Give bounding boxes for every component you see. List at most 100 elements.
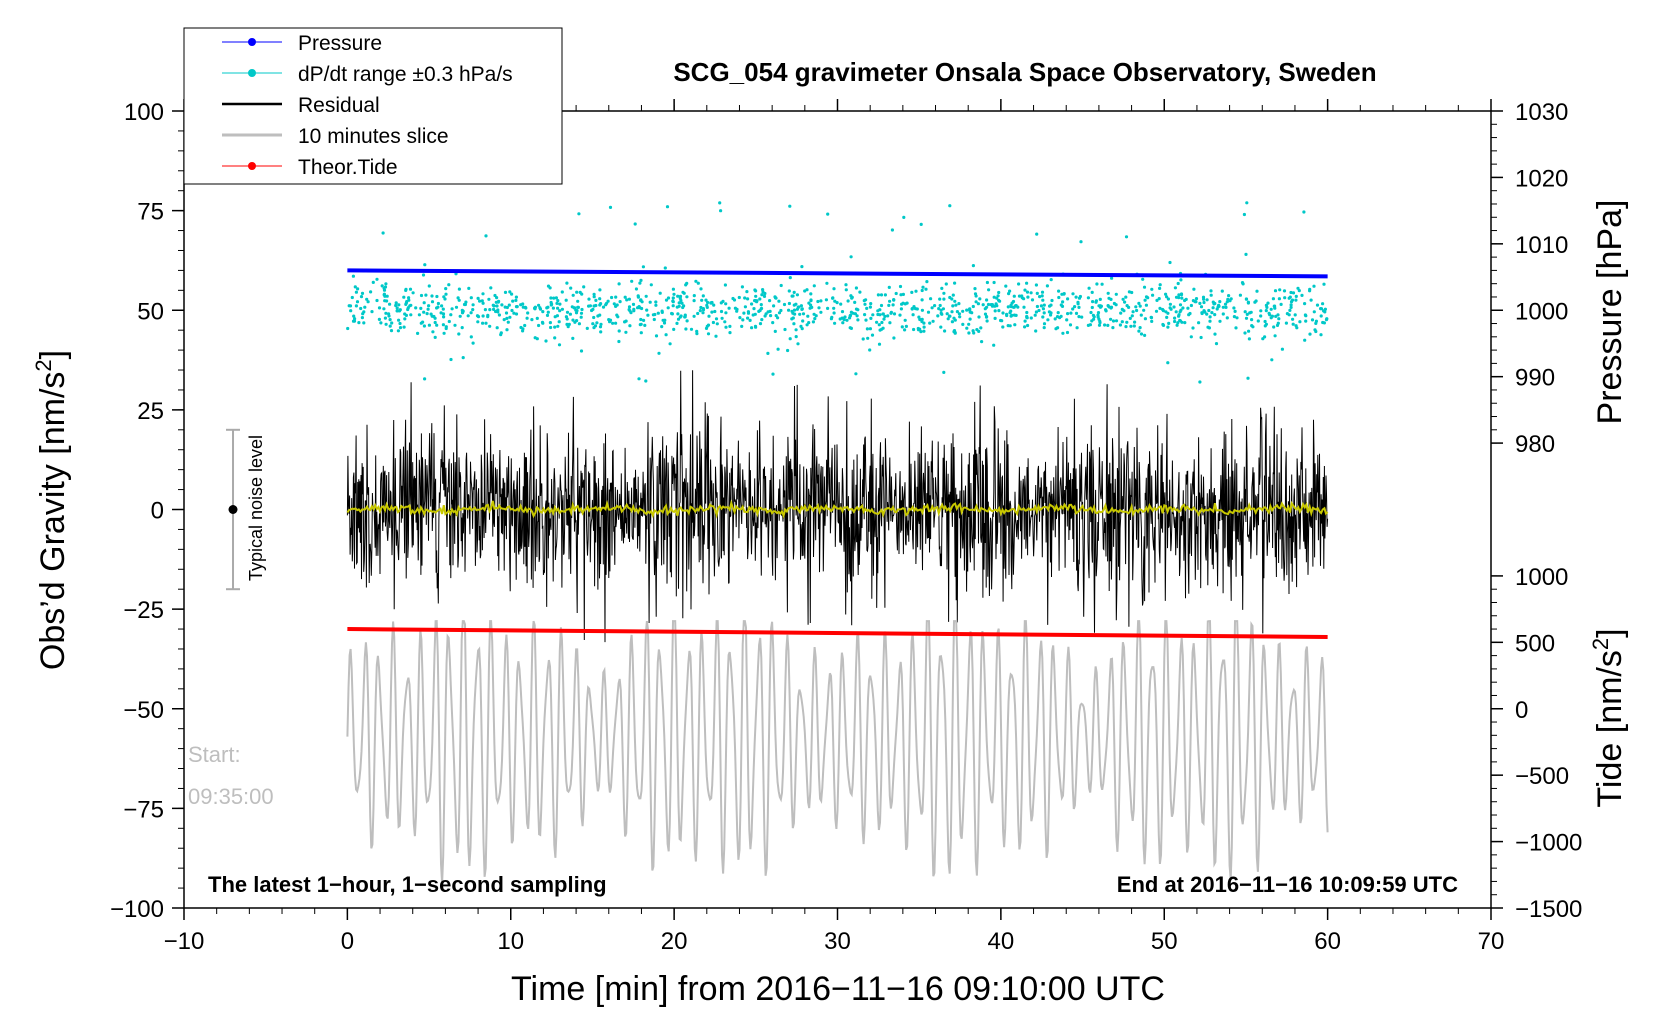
dpdt-point (973, 287, 977, 291)
dpdt-points (346, 201, 1329, 384)
dpdt-point (679, 314, 683, 318)
dpdt-point (598, 325, 603, 329)
dpdt-point (1263, 319, 1267, 324)
dpdt-point (854, 286, 859, 290)
dpdt-point (569, 286, 573, 290)
dpdt-point (1322, 282, 1326, 286)
dpdt-point (900, 302, 904, 306)
dpdt-point (1143, 333, 1147, 337)
dpdt-point (492, 304, 496, 308)
dpdt-point (525, 316, 529, 320)
dpdt-point (553, 325, 557, 329)
pressure-series-line (347, 268, 1328, 279)
dpdt-point (487, 297, 491, 301)
dpdt-point (427, 304, 431, 308)
dpdt-point (856, 308, 860, 312)
dpdt-point (441, 323, 445, 327)
dpdt-point (1174, 310, 1178, 314)
dpdt-point (845, 318, 849, 322)
dpdt-point (449, 357, 453, 362)
dpdt-point (817, 306, 821, 310)
dpdt-point (1244, 297, 1249, 301)
dpdt-point (792, 308, 797, 312)
dpdt-point (1026, 295, 1030, 299)
pressure-tick-label: 1010 (1515, 232, 1568, 259)
dpdt-point (1166, 325, 1170, 329)
dpdt-point (1303, 338, 1307, 342)
dpdt-point (1130, 314, 1134, 318)
dpdt-point (656, 311, 660, 315)
dpdt-point (580, 292, 584, 296)
dpdt-point (888, 321, 892, 325)
dpdt-point (758, 297, 762, 301)
dpdt-point (1014, 313, 1018, 317)
dpdt-point (1293, 313, 1297, 317)
dpdt-point (754, 325, 758, 329)
dpdt-point (617, 339, 621, 344)
dpdt-point (484, 234, 488, 238)
dpdt-point (732, 298, 737, 302)
dpdt-point (808, 306, 812, 310)
dpdt-point (637, 377, 641, 381)
dpdt-point (769, 314, 773, 318)
dpdt-point (1168, 302, 1172, 306)
dpdt-point (537, 323, 541, 328)
dpdt-point (700, 298, 704, 302)
dpdt-point (728, 324, 732, 328)
dpdt-point (1255, 289, 1259, 293)
y-axis-label-close: ] (34, 350, 72, 359)
dpdt-point (1038, 295, 1042, 299)
dpdt-point (441, 312, 446, 316)
dpdt-point (1276, 313, 1280, 317)
dpdt-point (1025, 310, 1029, 315)
dpdt-point (398, 308, 402, 312)
dpdt-point (1077, 296, 1082, 300)
dpdt-point (1068, 323, 1073, 327)
dpdt-point (869, 302, 873, 306)
dpdt-point (634, 287, 639, 291)
dpdt-point (1244, 252, 1248, 256)
dpdt-point (951, 304, 955, 308)
dpdt-point (1283, 296, 1287, 300)
dpdt-point (886, 314, 890, 318)
dpdt-point (510, 292, 514, 296)
dpdt-point (809, 298, 813, 302)
dpdt-point (762, 294, 767, 298)
dpdt-point (1114, 292, 1118, 296)
dpdt-point (1304, 319, 1308, 323)
slice-series-line (346, 620, 1329, 884)
dpdt-point (444, 326, 448, 331)
dpdt-point (968, 310, 972, 314)
dpdt-point (545, 313, 550, 317)
dpdt-point (1023, 319, 1027, 323)
dpdt-point (614, 321, 618, 325)
dpdt-point (521, 305, 525, 309)
dpdt-point (1034, 283, 1038, 287)
dpdt-point (558, 302, 562, 306)
dpdt-point (1191, 326, 1195, 330)
dpdt-point (1151, 293, 1155, 297)
dpdt-point (883, 293, 888, 297)
dpdt-point (540, 320, 545, 324)
dpdt-point (928, 321, 932, 325)
dpdt-point (939, 325, 943, 329)
dpdt-point (1223, 302, 1228, 306)
dpdt-point (832, 287, 836, 291)
dpdt-point (1041, 307, 1045, 311)
dpdt-point (641, 265, 646, 269)
dpdt-point (433, 316, 437, 320)
dpdt-point (714, 317, 719, 321)
dpdt-point (677, 301, 681, 305)
dpdt-point (1302, 210, 1306, 214)
dpdt-point (809, 303, 813, 307)
dpdt-point (777, 299, 781, 303)
dpdt-point (1205, 298, 1209, 302)
dpdt-point (1025, 281, 1029, 285)
tide-axis-label: Tide [nm/s2] (1588, 628, 1629, 807)
legend-marker (248, 69, 256, 77)
dpdt-point (1282, 289, 1287, 293)
dpdt-point (1061, 300, 1065, 304)
dpdt-point (587, 304, 591, 308)
dpdt-point (537, 303, 541, 307)
dpdt-point (471, 303, 475, 307)
